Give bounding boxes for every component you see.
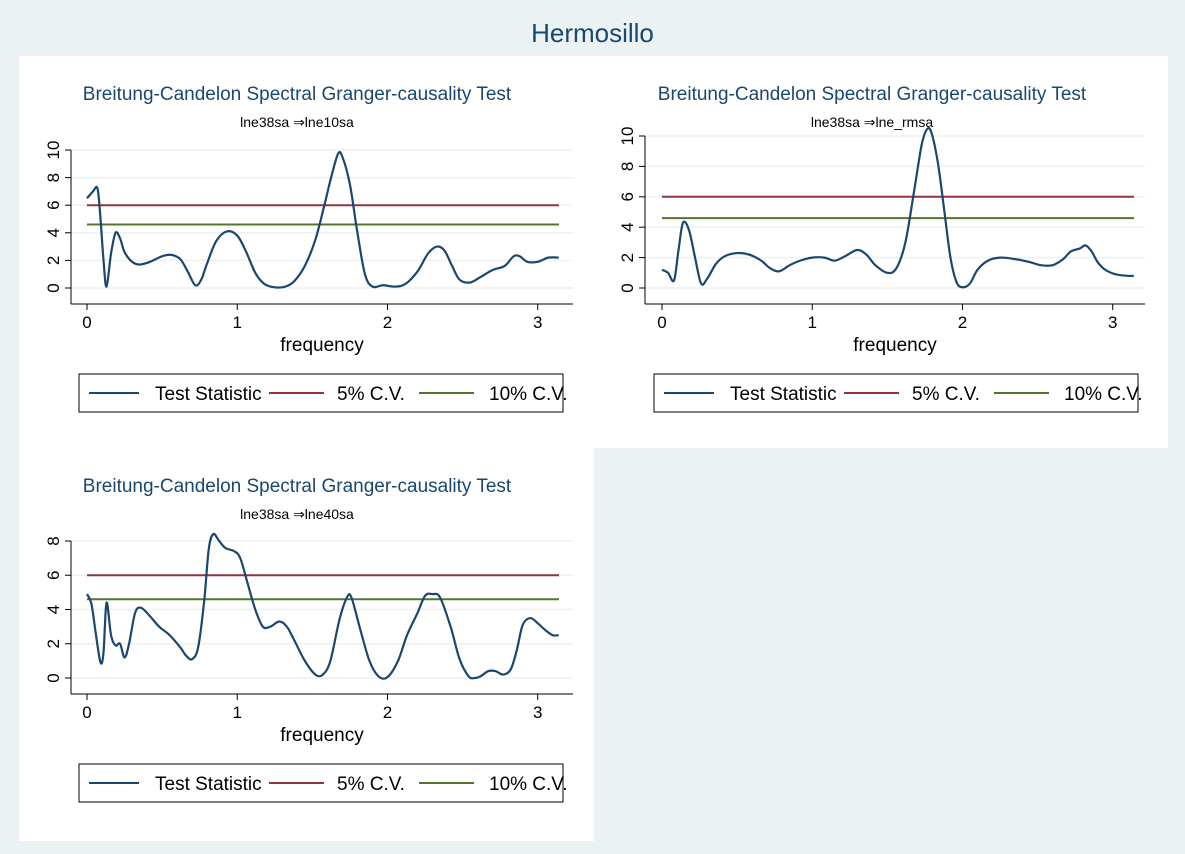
chart-title: Breitung-Candelon Spectral Granger-causa… — [83, 84, 512, 105]
y-tick-label: 4 — [44, 228, 63, 237]
x-tick-label: 2 — [383, 703, 392, 722]
y-tick-label: 2 — [44, 256, 63, 265]
x-tick-label: 0 — [82, 313, 91, 332]
chart-svg: Breitung-Candelon Spectral Granger-causa… — [44, 476, 573, 803]
legend-label: Test Statistic — [730, 384, 837, 405]
x-tick-label: 2 — [958, 313, 967, 332]
y-tick-label: 0 — [44, 283, 63, 292]
chart-subtitle: lne38sa ⇒lne_rmsa — [811, 114, 933, 130]
x-tick-label: 3 — [1108, 313, 1117, 332]
chart-title: Breitung-Candelon Spectral Granger-causa… — [83, 476, 512, 497]
y-tick-label: 8 — [618, 162, 637, 171]
legend-label: 5% C.V. — [337, 774, 405, 795]
y-tick-label: 6 — [44, 200, 63, 209]
page-title: Hermosillo — [531, 18, 654, 48]
y-tick-label: 8 — [44, 173, 63, 182]
legend-label: 5% C.V. — [337, 384, 405, 405]
y-tick-label: 2 — [44, 639, 63, 648]
x-axis-title: frequency — [280, 335, 364, 356]
x-tick-label: 2 — [383, 313, 392, 332]
chart-panel-lne-rmsa: Breitung-Candelon Spectral Granger-causa… — [594, 56, 1168, 448]
x-tick-label: 3 — [533, 703, 542, 722]
legend-box — [78, 763, 564, 803]
y-tick-label: 10 — [618, 127, 637, 146]
chart-panel-lne40sa: Breitung-Candelon Spectral Granger-causa… — [19, 448, 594, 841]
x-axis-title: frequency — [853, 335, 937, 356]
y-tick-label: 0 — [618, 283, 637, 292]
series-line-test-statistic — [661, 127, 1134, 289]
legend-label: Test Statistic — [155, 774, 262, 795]
x-tick-label: 1 — [233, 703, 242, 722]
chart-svg: Breitung-Candelon Spectral Granger-causa… — [44, 84, 573, 413]
y-tick-label: 2 — [618, 253, 637, 262]
series-line-test-statistic — [86, 150, 559, 289]
y-tick-label: 4 — [44, 605, 63, 614]
series-line-test-statistic — [85, 532, 559, 680]
y-tick-label: 4 — [618, 222, 637, 231]
legend-label: 10% C.V. — [489, 774, 568, 795]
legend-label: 10% C.V. — [489, 384, 568, 405]
y-tick-label: 6 — [618, 192, 637, 201]
x-tick-label: 1 — [233, 313, 242, 332]
chart-subtitle: lne38sa ⇒lne10sa — [240, 114, 354, 130]
x-tick-label: 1 — [808, 313, 817, 332]
y-tick-label: 6 — [44, 571, 63, 580]
legend-label: 10% C.V. — [1064, 384, 1143, 405]
x-tick-label: 3 — [533, 313, 542, 332]
chart-subtitle: lne38sa ⇒lne40sa — [240, 506, 354, 522]
x-axis-title: frequency — [280, 725, 364, 746]
y-tick-label: 8 — [44, 536, 63, 545]
y-tick-label: 10 — [44, 141, 63, 160]
chart-svg: Breitung-Candelon Spectral Granger-causa… — [618, 84, 1145, 413]
y-tick-label: 0 — [44, 673, 63, 682]
x-tick-label: 0 — [82, 703, 91, 722]
legend-label: Test Statistic — [155, 384, 262, 405]
x-tick-label: 0 — [657, 313, 666, 332]
chart-title: Breitung-Candelon Spectral Granger-causa… — [658, 84, 1087, 105]
legend-label: 5% C.V. — [912, 384, 980, 405]
chart-panel-lne10sa: Breitung-Candelon Spectral Granger-causa… — [19, 56, 594, 448]
legend-box — [653, 373, 1139, 413]
